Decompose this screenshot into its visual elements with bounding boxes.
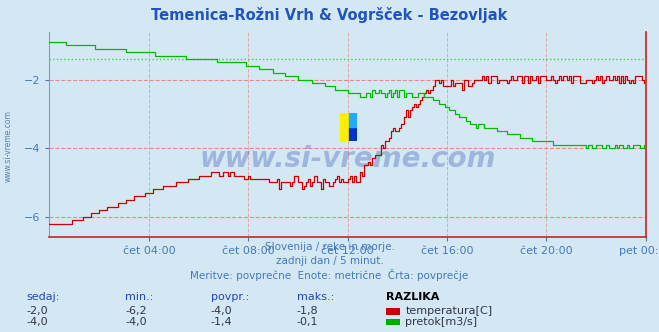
Text: -2,0: -2,0 [26, 306, 48, 316]
Text: Meritve: povprečne  Enote: metrične  Črta: povprečje: Meritve: povprečne Enote: metrične Črta:… [190, 269, 469, 281]
Text: -1,8: -1,8 [297, 306, 318, 316]
Text: Temenica-Rožni Vrh & Vogršček - Bezovljak: Temenica-Rožni Vrh & Vogršček - Bezovlja… [152, 7, 507, 23]
Text: -4,0: -4,0 [211, 306, 233, 316]
Text: -1,4: -1,4 [211, 317, 233, 327]
Text: sedaj:: sedaj: [26, 292, 60, 302]
Text: -4,0: -4,0 [125, 317, 147, 327]
Text: www.si-vreme.com: www.si-vreme.com [3, 110, 13, 182]
Text: RAZLIKA: RAZLIKA [386, 292, 439, 302]
Text: temperatura[C]: temperatura[C] [405, 306, 492, 316]
Text: min.:: min.: [125, 292, 154, 302]
Text: povpr.:: povpr.: [211, 292, 249, 302]
Text: Slovenija / reke in morje.: Slovenija / reke in morje. [264, 242, 395, 252]
Text: -0,1: -0,1 [297, 317, 318, 327]
Text: pretok[m3/s]: pretok[m3/s] [405, 317, 477, 327]
Text: zadnji dan / 5 minut.: zadnji dan / 5 minut. [275, 256, 384, 266]
Text: -4,0: -4,0 [26, 317, 48, 327]
Text: -6,2: -6,2 [125, 306, 147, 316]
Text: www.si-vreme.com: www.si-vreme.com [200, 145, 496, 173]
Text: maks.:: maks.: [297, 292, 334, 302]
